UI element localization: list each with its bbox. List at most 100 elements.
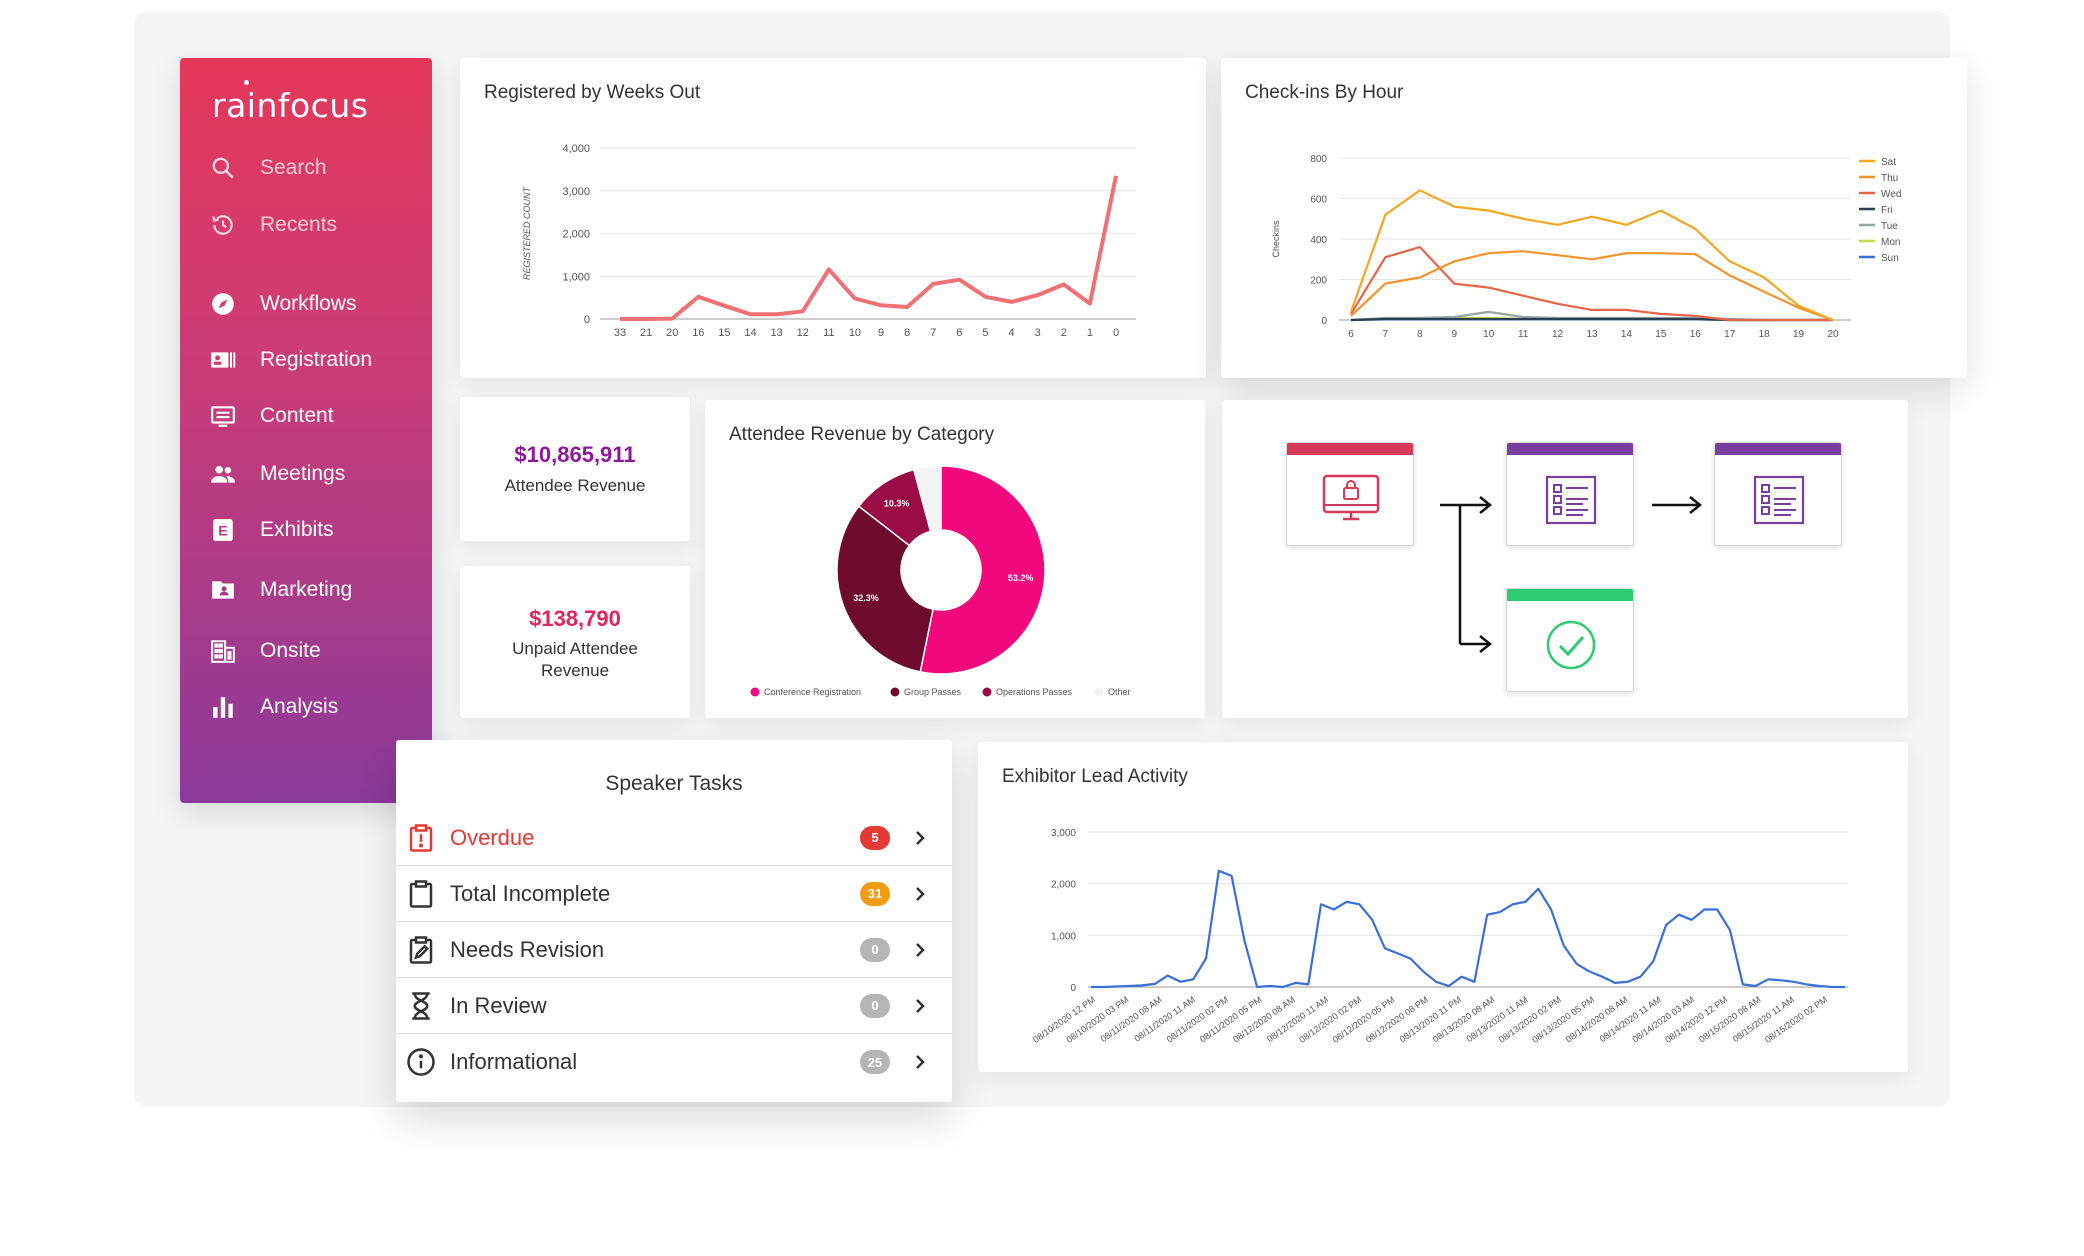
sidebar-item-marketing[interactable]: Marketing bbox=[210, 577, 352, 603]
x-tick-label: 8 bbox=[904, 327, 910, 339]
x-tick-label: 08/11/2020 08 AM bbox=[1099, 994, 1164, 1044]
task-row-overdue[interactable]: Overdue 5 bbox=[396, 810, 952, 866]
chevron-right-icon bbox=[916, 830, 925, 845]
legend-swatch bbox=[890, 687, 900, 697]
x-tick-label: 16 bbox=[692, 327, 704, 339]
form-list-icon bbox=[1753, 475, 1805, 525]
x-tick-label: 7 bbox=[930, 327, 936, 339]
x-tick-label: 15 bbox=[1655, 329, 1667, 340]
legend-label: Group Passes bbox=[904, 687, 962, 697]
kpi-label: Unpaid Attendee Revenue bbox=[512, 639, 638, 680]
sidebar-item-search[interactable]: Search bbox=[210, 155, 327, 181]
series-line bbox=[1349, 189, 1834, 322]
speaker-tasks-panel: Speaker Tasks Overdue 5 Total Incomplete… bbox=[396, 740, 952, 1102]
task-row-needs-revision[interactable]: Needs Revision 0 bbox=[396, 922, 952, 978]
lock-monitor-icon bbox=[1322, 474, 1380, 521]
revenue-donut-chart: 53.2% 32.3% 10.3% Conference Registration Gr… bbox=[750, 465, 1131, 697]
y-axis-label: Checkins bbox=[1271, 220, 1281, 258]
checkins-by-hour-card: Check-ins By Hour 800 600 400 200 0 6 7 8 9 10 11 1… bbox=[1221, 58, 1967, 378]
task-row-informational[interactable]: Informational 25 bbox=[396, 1034, 952, 1090]
contact-card-icon bbox=[212, 581, 234, 599]
x-tick-label: 10 bbox=[849, 327, 861, 339]
workflow-connectors bbox=[1440, 496, 1703, 653]
chevron-right-icon bbox=[916, 886, 925, 901]
task-label: Total Incomplete bbox=[450, 880, 611, 906]
y-tick-label: 3,000 bbox=[562, 186, 590, 198]
x-tick-label: 7 bbox=[1383, 329, 1389, 340]
clipboard-edit-icon bbox=[409, 935, 433, 964]
workflow-node-form-1[interactable] bbox=[1506, 442, 1634, 546]
monitor-icon bbox=[211, 406, 235, 427]
slice-label: 10.3% bbox=[884, 498, 910, 508]
sidebar-item-registration[interactable]: Registration bbox=[210, 347, 372, 373]
check-circle-icon bbox=[1546, 620, 1596, 670]
x-tick-label: 2 bbox=[1061, 327, 1067, 339]
unpaid-revenue-card: $138,790 Unpaid Attendee Revenue bbox=[460, 566, 690, 718]
workflow-node-security[interactable] bbox=[1286, 442, 1414, 546]
registered-by-weeks-card: Registered by Weeks Out 4,000 3,000 2,000 1… bbox=[460, 58, 1206, 378]
task-label: Needs Revision bbox=[450, 936, 605, 962]
bar-chart-icon bbox=[213, 697, 233, 718]
sidebar-item-exhibits[interactable]: E Exhibits bbox=[210, 517, 334, 543]
search-icon bbox=[212, 157, 234, 179]
card-title: Exhibitor Lead Activity bbox=[1002, 766, 1188, 787]
hourglass-icon bbox=[412, 991, 430, 1020]
x-tick-label: 21 bbox=[640, 327, 652, 339]
info-icon bbox=[407, 1048, 435, 1076]
y-tick-label: 2,000 bbox=[562, 229, 590, 241]
legend-label: Operations Passes bbox=[996, 687, 1073, 697]
workflow-node-form-2[interactable] bbox=[1714, 442, 1842, 546]
sidebar-item-label: Marketing bbox=[260, 578, 353, 601]
sidebar-item-analysis[interactable]: Analysis bbox=[210, 694, 338, 720]
sidebar-item-content[interactable]: Content bbox=[210, 403, 334, 429]
compass-icon bbox=[212, 293, 234, 315]
legend-label: Other bbox=[1108, 687, 1131, 697]
x-tick-label: 8 bbox=[1417, 329, 1423, 340]
brand-dot bbox=[244, 80, 249, 85]
kpi-value: $10,865,911 bbox=[514, 442, 636, 467]
task-row-in-review[interactable]: In Review 0 bbox=[396, 978, 952, 1034]
task-label: Overdue bbox=[450, 824, 535, 850]
y-tick-label: 3,000 bbox=[1051, 828, 1076, 839]
task-count-badge: 25 bbox=[860, 1050, 890, 1074]
sidebar-item-meetings[interactable]: Meetings bbox=[210, 461, 345, 487]
y-tick-label: 0 bbox=[584, 314, 590, 326]
x-tick-label: 19 bbox=[1793, 329, 1805, 340]
x-tick-label: 10 bbox=[1483, 329, 1495, 340]
y-tick-label: 0 bbox=[1070, 983, 1076, 994]
node-header bbox=[1287, 443, 1413, 455]
sidebar-item-label: Workflows bbox=[260, 292, 357, 315]
id-card-icon bbox=[211, 352, 236, 368]
chevron-right-icon bbox=[916, 1055, 925, 1069]
y-axis-label: REGISTERED COUNT bbox=[522, 185, 532, 280]
task-row-total-incomplete[interactable]: Total Incomplete 31 bbox=[396, 866, 952, 922]
kpi-label: Attendee Revenue bbox=[504, 476, 646, 495]
y-tick-label: 0 bbox=[1321, 316, 1327, 327]
x-tick-label: 3 bbox=[1035, 327, 1041, 339]
sidebar-item-label: Registration bbox=[260, 348, 373, 371]
legend-label: Thu bbox=[1881, 173, 1898, 184]
series-line bbox=[1350, 246, 1833, 322]
legend-label: Sat bbox=[1881, 157, 1896, 168]
series-line bbox=[1091, 869, 1845, 989]
workflow-node-approval[interactable] bbox=[1506, 588, 1634, 692]
panel-title: Speaker Tasks bbox=[605, 772, 743, 795]
history-icon bbox=[212, 215, 233, 235]
sidebar-item-workflows[interactable]: Workflows bbox=[210, 291, 356, 317]
attendee-revenue-card: $10,865,911 Attendee Revenue bbox=[460, 397, 690, 541]
sidebar-item-onsite[interactable]: Onsite bbox=[210, 638, 321, 664]
workflow-card bbox=[1222, 400, 1908, 718]
x-tick-label: 5 bbox=[982, 327, 988, 339]
x-tick-label: 08/15/2020 02 PM bbox=[1763, 994, 1829, 1044]
task-count-badge: 0 bbox=[860, 993, 890, 1018]
sidebar-item-label: Exhibits bbox=[260, 518, 334, 541]
legend-swatch bbox=[750, 687, 760, 697]
x-tick-label: 13 bbox=[1586, 329, 1598, 340]
sidebar: rainfocus Search Recents Workflows Regis… bbox=[180, 58, 432, 803]
sidebar-item-recents[interactable]: Recents bbox=[210, 212, 337, 238]
pie-slice bbox=[912, 465, 942, 533]
x-tick-label: 33 bbox=[614, 327, 626, 339]
legend-label: Sun bbox=[1881, 253, 1899, 264]
slice-label: 32.3% bbox=[853, 593, 879, 603]
